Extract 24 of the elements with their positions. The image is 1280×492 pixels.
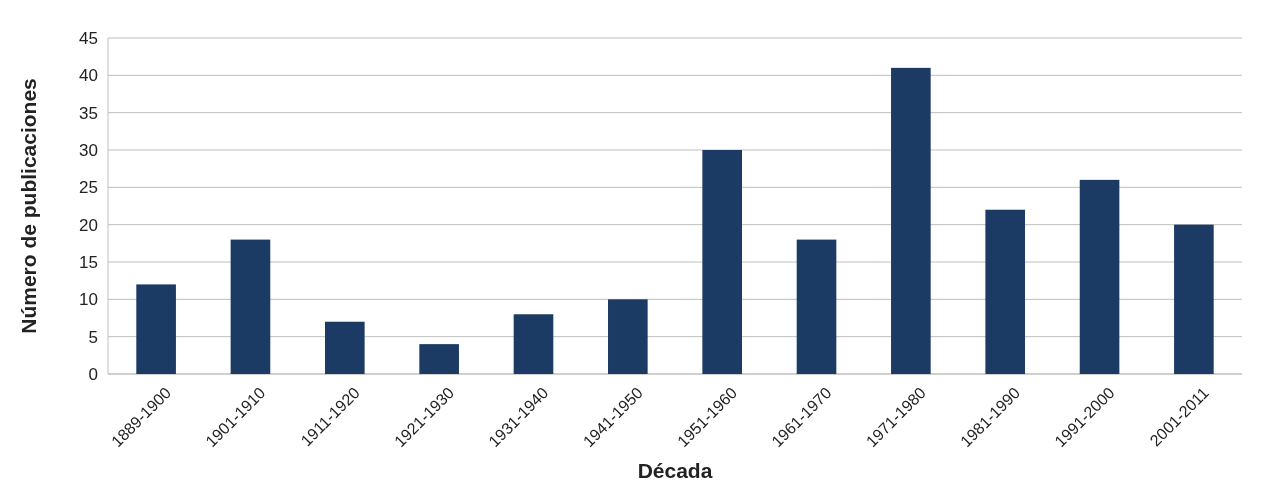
y-tick-label: 10	[79, 290, 98, 310]
bar	[1174, 224, 1214, 374]
bar	[1079, 179, 1120, 374]
y-tick-label: 35	[79, 103, 98, 123]
y-axis-title: Número de publicaciones	[17, 78, 40, 334]
bar	[891, 67, 931, 374]
bar	[796, 239, 837, 374]
bar	[513, 314, 554, 374]
y-tick-label: 0	[88, 364, 98, 384]
bar	[230, 239, 271, 374]
y-tick-label: 15	[79, 252, 98, 272]
y-tick-label: 25	[79, 178, 98, 198]
x-axis-title: Década	[637, 459, 713, 482]
y-tick-label: 40	[79, 66, 98, 86]
bar	[419, 344, 459, 374]
y-tick-label: 20	[79, 215, 98, 235]
bar	[702, 150, 742, 374]
y-tick-label: 5	[88, 327, 98, 347]
bar	[985, 209, 1026, 374]
y-tick-label: 30	[79, 140, 98, 160]
y-tick-label: 45	[79, 28, 98, 48]
bar	[324, 321, 365, 374]
bar	[136, 284, 176, 374]
bar	[608, 299, 648, 374]
